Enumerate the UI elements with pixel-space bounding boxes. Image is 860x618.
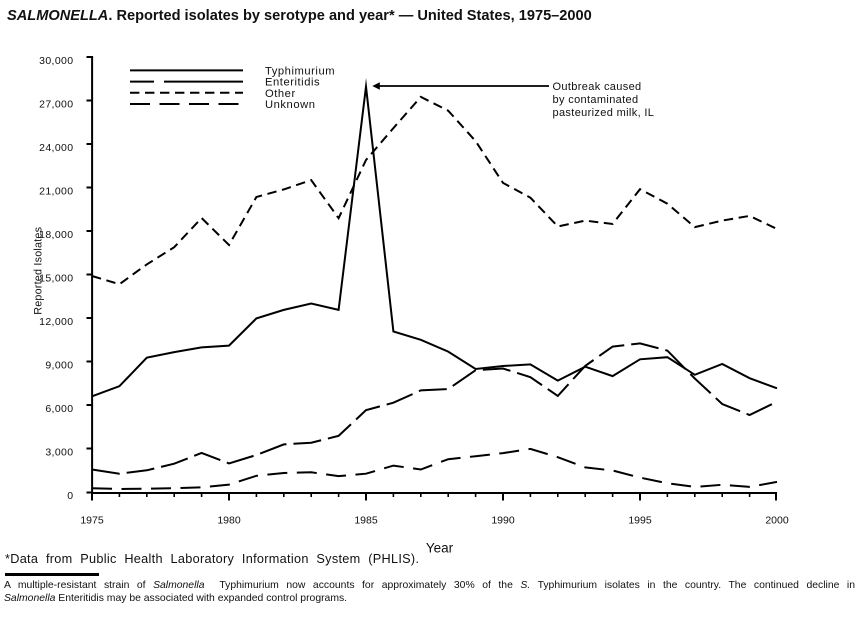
svg-text:by contaminated: by contaminated bbox=[553, 94, 639, 106]
svg-text:27,000: 27,000 bbox=[39, 99, 73, 111]
svg-text:1985: 1985 bbox=[354, 515, 378, 527]
svg-text:30,000: 30,000 bbox=[39, 55, 73, 67]
svg-text:18,000: 18,000 bbox=[39, 229, 73, 241]
svg-text:3,000: 3,000 bbox=[45, 447, 73, 459]
svg-text:1980: 1980 bbox=[217, 515, 241, 527]
svg-text:1975: 1975 bbox=[80, 515, 104, 527]
svg-text:Outbreak caused: Outbreak caused bbox=[553, 81, 642, 93]
svg-text:6,000: 6,000 bbox=[45, 403, 73, 415]
svg-text:Other: Other bbox=[265, 88, 296, 100]
svg-text:1990: 1990 bbox=[491, 515, 515, 527]
svg-text:21,000: 21,000 bbox=[39, 186, 73, 198]
svg-text:9,000: 9,000 bbox=[45, 360, 73, 372]
svg-text:pasteurized milk, IL: pasteurized milk, IL bbox=[553, 107, 655, 119]
svg-text:Year: Year bbox=[426, 541, 454, 556]
svg-text:1995: 1995 bbox=[628, 515, 652, 527]
svg-text:Typhimurium: Typhimurium bbox=[265, 66, 335, 78]
svg-text:Unknown: Unknown bbox=[265, 99, 316, 111]
svg-text:0: 0 bbox=[67, 490, 73, 502]
svg-text:2000: 2000 bbox=[765, 515, 789, 527]
svg-text:Enteritidis: Enteritidis bbox=[265, 77, 320, 89]
svg-text:12,000: 12,000 bbox=[39, 316, 73, 328]
svg-text:Reported Isolates: Reported Isolates bbox=[32, 226, 44, 314]
svg-text:15,000: 15,000 bbox=[39, 273, 73, 285]
svg-text:24,000: 24,000 bbox=[39, 142, 73, 154]
